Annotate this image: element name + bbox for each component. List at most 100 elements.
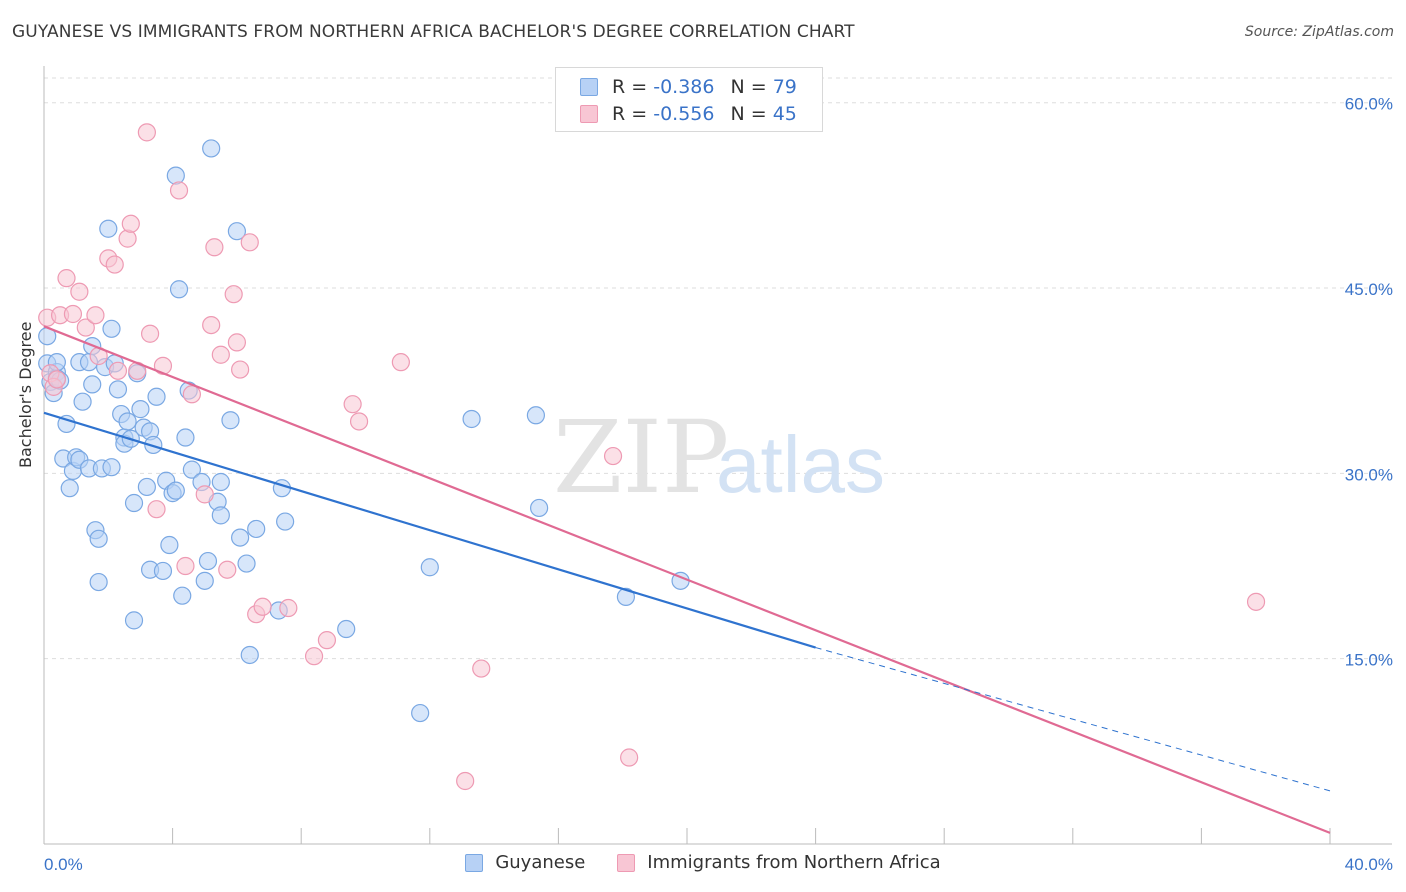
- nafrica-point: [63, 304, 83, 324]
- guyanese-point: [83, 375, 102, 394]
- guyanese-point: [166, 166, 185, 185]
- x-tick-label: 40.0%: [1345, 855, 1393, 874]
- guyanese-point: [276, 512, 295, 531]
- series-legend: Guyanese Immigrants from Northern Africa: [0, 852, 1406, 873]
- watermark: ZIP atlas: [553, 399, 885, 516]
- guyanese-point: [198, 551, 218, 571]
- guyanese-point: [211, 506, 230, 525]
- legend-n-value: 79: [772, 76, 797, 98]
- nafrica-point: [391, 353, 410, 372]
- nafrica-point: [147, 500, 166, 519]
- nafrica-point: [182, 385, 201, 404]
- nafrica-point: [108, 361, 128, 380]
- nafrica-point: [240, 233, 259, 252]
- guyanese-point: [411, 703, 430, 723]
- nafrica-point: [121, 214, 140, 233]
- guyanese-trend-line: [43, 411, 816, 649]
- nafrica-point: [211, 345, 230, 364]
- watermark-atlas: atlas: [716, 420, 885, 509]
- guyanese-point: [182, 460, 201, 479]
- guyanese-point: [272, 479, 292, 498]
- nafrica-point: [118, 229, 137, 248]
- guyanese-point: [247, 519, 266, 539]
- legend-r-label: R =: [612, 103, 648, 125]
- nafrica-points: [38, 123, 1266, 791]
- nafrica-point: [456, 771, 475, 791]
- guyanese-point: [166, 481, 185, 500]
- legend-r-label: R =: [612, 76, 648, 98]
- guyanese-point: [195, 571, 214, 590]
- nafrica-point: [47, 370, 66, 389]
- legend-item-guyanese: Guyanese: [465, 852, 585, 873]
- guyanese-point: [153, 561, 173, 581]
- guyanese-point: [160, 535, 179, 555]
- nafrica-point: [137, 123, 156, 142]
- nafrica-point: [231, 360, 250, 379]
- legend-n-label: N =: [730, 103, 767, 125]
- nafrica-point: [205, 238, 224, 257]
- stats-legend: R = -0.386 N = 79 R = -0.556 N = 45: [555, 67, 823, 132]
- guyanese-point: [237, 554, 256, 573]
- nafrica-trend-line: [43, 325, 1331, 834]
- guyanese-point: [89, 572, 108, 592]
- guyanese-point: [169, 280, 189, 299]
- guyanese-point: [462, 409, 481, 429]
- nafrica-swatch: [580, 105, 598, 123]
- guyanese-point: [102, 319, 121, 338]
- nafrica-point: [317, 631, 337, 650]
- guyanese-point: [124, 611, 144, 630]
- nafrica-point: [349, 412, 369, 431]
- nafrica-point: [202, 315, 221, 335]
- guyanese-point: [102, 458, 121, 477]
- guyanese-point: [89, 529, 108, 548]
- guyanese-points: [38, 139, 690, 723]
- nafrica-point: [620, 748, 639, 767]
- tick-labels: 15.0% 30.0% 45.0% 60.0% 0.0% 40.0%: [44, 95, 1393, 874]
- guyanese-point: [60, 479, 79, 498]
- nafrica-point: [57, 269, 76, 288]
- nafrica-point: [86, 306, 105, 325]
- nafrica-point: [253, 597, 272, 616]
- trend-lines: [43, 325, 1331, 834]
- legend-n-label: N =: [730, 76, 767, 98]
- legend-label-guyanese: Guyanese: [495, 852, 586, 873]
- nafrica-point: [227, 333, 246, 352]
- guyanese-point: [118, 412, 137, 431]
- guyanese-point: [227, 222, 246, 241]
- guyanese-point: [221, 411, 240, 430]
- guyanese-point: [202, 139, 221, 158]
- guyanese-point: [337, 619, 356, 639]
- nafrica-point: [472, 659, 491, 678]
- nafrica-point: [195, 485, 214, 504]
- guyanese-point: [420, 558, 439, 577]
- nafrica-point: [76, 318, 95, 337]
- chart-title: GUYANESE VS IMMIGRANTS FROM NORTHERN AFR…: [12, 22, 855, 42]
- nafrica-point: [105, 255, 124, 274]
- guyanese-point: [124, 493, 144, 513]
- guyanese-point: [530, 498, 549, 518]
- guyanese-legend-swatch: [465, 853, 484, 872]
- guyanese-point: [137, 477, 156, 497]
- guyanese-trend-extension: [815, 647, 1331, 792]
- nafrica-point: [304, 647, 324, 666]
- legend-r-value: -0.556: [653, 103, 715, 125]
- axes: [43, 66, 1392, 845]
- legend-n-value: 45: [772, 103, 797, 125]
- legend-row-guyanese: R = -0.386 N = 79: [580, 75, 797, 99]
- guyanese-point: [211, 472, 230, 492]
- nafrica-point: [140, 324, 160, 343]
- guyanese-point: [57, 414, 76, 434]
- nafrica-point: [218, 560, 237, 579]
- guyanese-point: [108, 380, 128, 399]
- legend-label-nafrica: Immigrants from Northern Africa: [647, 852, 941, 873]
- y-tick-label: 30.0%: [1345, 465, 1393, 484]
- guyanese-swatch: [580, 78, 598, 96]
- legend-row-nafrica: R = -0.556 N = 45: [580, 102, 797, 126]
- nafrica-point: [169, 181, 189, 200]
- source-label: Source: ZipAtlas.com: [1244, 24, 1394, 40]
- nafrica-point: [279, 598, 298, 618]
- guyanese-point: [131, 400, 150, 419]
- y-tick-label: 45.0%: [1345, 280, 1393, 299]
- nafrica-point: [70, 282, 89, 301]
